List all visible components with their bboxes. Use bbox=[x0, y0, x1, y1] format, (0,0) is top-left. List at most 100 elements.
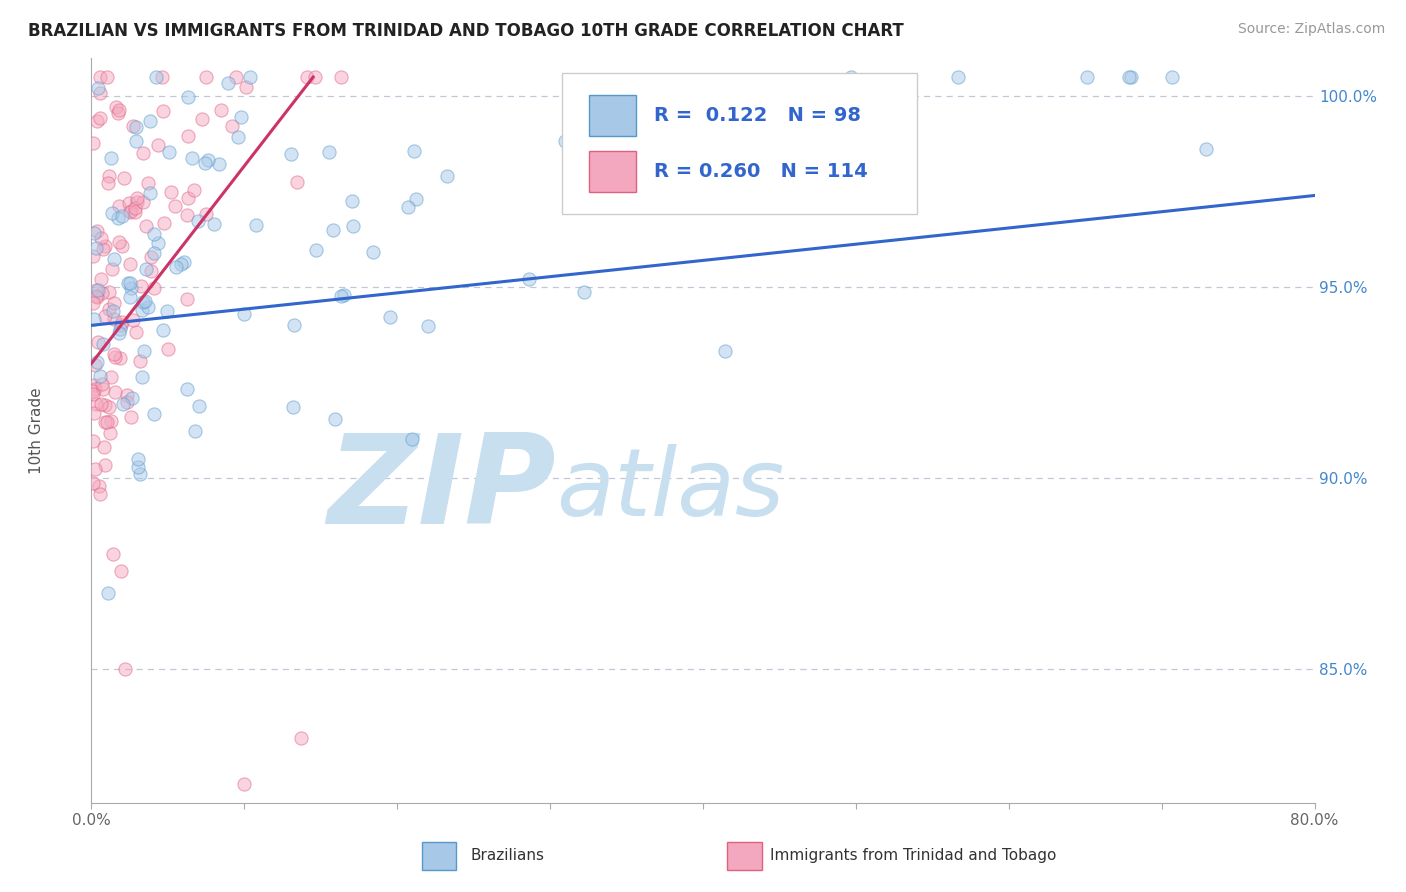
Point bbox=[110, 351, 132, 365]
Point bbox=[160, 185, 183, 199]
Point bbox=[84, 288, 107, 302]
Point bbox=[112, 171, 135, 186]
Point bbox=[107, 211, 129, 225]
Point bbox=[396, 200, 419, 214]
Point bbox=[94, 458, 117, 472]
Point bbox=[1121, 70, 1143, 84]
Point bbox=[100, 151, 122, 165]
Point bbox=[87, 335, 110, 350]
Point bbox=[176, 383, 198, 397]
Point bbox=[107, 326, 129, 340]
Point bbox=[194, 70, 217, 84]
Point bbox=[131, 302, 153, 317]
Point bbox=[436, 169, 458, 183]
Point bbox=[108, 322, 131, 336]
Point bbox=[86, 114, 108, 128]
Point bbox=[517, 272, 540, 286]
Point bbox=[86, 224, 108, 238]
Point bbox=[135, 262, 157, 277]
Point bbox=[165, 260, 187, 274]
Point bbox=[87, 479, 110, 493]
Point bbox=[117, 276, 139, 290]
Text: Source: ZipAtlas.com: Source: ZipAtlas.com bbox=[1237, 22, 1385, 37]
Point bbox=[233, 777, 256, 791]
Point bbox=[142, 227, 165, 241]
Point bbox=[97, 169, 120, 183]
Point bbox=[118, 196, 141, 211]
Point bbox=[110, 564, 132, 578]
Point bbox=[91, 376, 114, 391]
Point bbox=[132, 145, 155, 160]
Point bbox=[96, 70, 118, 84]
Point bbox=[157, 145, 180, 160]
Point bbox=[946, 70, 969, 84]
Point bbox=[318, 145, 340, 160]
Point bbox=[342, 219, 364, 233]
Text: ZIP: ZIP bbox=[328, 429, 557, 550]
Point bbox=[127, 460, 149, 475]
Point bbox=[574, 285, 596, 299]
Point bbox=[245, 218, 267, 232]
Point bbox=[1194, 142, 1216, 156]
Point bbox=[87, 283, 110, 297]
Point bbox=[101, 262, 124, 277]
FancyBboxPatch shape bbox=[589, 151, 636, 192]
Point bbox=[305, 244, 328, 258]
Point bbox=[281, 400, 304, 414]
Point bbox=[184, 425, 207, 439]
Point bbox=[208, 157, 231, 171]
Point bbox=[157, 342, 180, 356]
Point bbox=[91, 243, 114, 257]
Text: atlas: atlas bbox=[557, 444, 785, 535]
Point bbox=[1118, 70, 1140, 84]
Point bbox=[194, 207, 217, 221]
Point bbox=[124, 205, 146, 219]
Point bbox=[91, 286, 114, 301]
Point bbox=[82, 249, 104, 263]
Point bbox=[197, 153, 219, 167]
Point bbox=[152, 216, 174, 230]
Point bbox=[285, 175, 308, 189]
Point bbox=[839, 70, 862, 84]
Point bbox=[131, 370, 153, 384]
Point bbox=[97, 176, 120, 190]
Point bbox=[177, 191, 200, 205]
Point bbox=[554, 134, 576, 148]
Point bbox=[111, 315, 134, 329]
Point bbox=[120, 205, 142, 219]
Point bbox=[98, 426, 121, 441]
Point bbox=[361, 244, 384, 259]
FancyBboxPatch shape bbox=[589, 95, 636, 136]
Point bbox=[127, 191, 149, 205]
Point bbox=[112, 396, 135, 410]
Point bbox=[176, 292, 198, 306]
Point bbox=[191, 112, 214, 126]
Point bbox=[405, 192, 427, 206]
Point bbox=[170, 257, 193, 271]
Point bbox=[83, 406, 105, 420]
Point bbox=[125, 325, 148, 339]
Point bbox=[90, 230, 112, 244]
Point bbox=[132, 295, 155, 310]
Point bbox=[194, 156, 217, 170]
Point bbox=[89, 487, 111, 501]
Point bbox=[83, 382, 105, 396]
Point bbox=[330, 70, 353, 84]
Point bbox=[86, 289, 108, 303]
Point bbox=[104, 350, 127, 364]
Point bbox=[129, 279, 152, 293]
Point bbox=[226, 129, 249, 144]
Point bbox=[340, 194, 363, 208]
Point bbox=[84, 397, 107, 411]
Point bbox=[322, 222, 344, 236]
Point bbox=[82, 136, 104, 150]
Point bbox=[204, 217, 226, 231]
Point bbox=[145, 70, 167, 84]
Point bbox=[1160, 70, 1182, 84]
Point bbox=[142, 407, 165, 421]
Point bbox=[150, 70, 173, 84]
Point bbox=[165, 199, 187, 213]
Point bbox=[136, 301, 159, 315]
Point bbox=[325, 412, 347, 426]
Point bbox=[103, 252, 125, 266]
